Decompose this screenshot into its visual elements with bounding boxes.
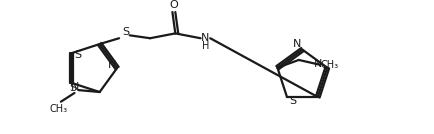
Text: S: S	[75, 50, 82, 60]
Text: N: N	[314, 59, 323, 69]
Text: CH₃: CH₃	[321, 60, 339, 70]
Text: CH₃: CH₃	[50, 104, 68, 113]
Text: N: N	[108, 60, 116, 70]
Text: O: O	[169, 0, 178, 10]
Text: H: H	[202, 41, 209, 51]
Text: N: N	[71, 82, 79, 92]
Text: S: S	[69, 83, 76, 93]
Text: S: S	[289, 96, 296, 106]
Text: S: S	[122, 27, 129, 37]
Text: N: N	[293, 39, 302, 49]
Text: N: N	[201, 33, 210, 43]
